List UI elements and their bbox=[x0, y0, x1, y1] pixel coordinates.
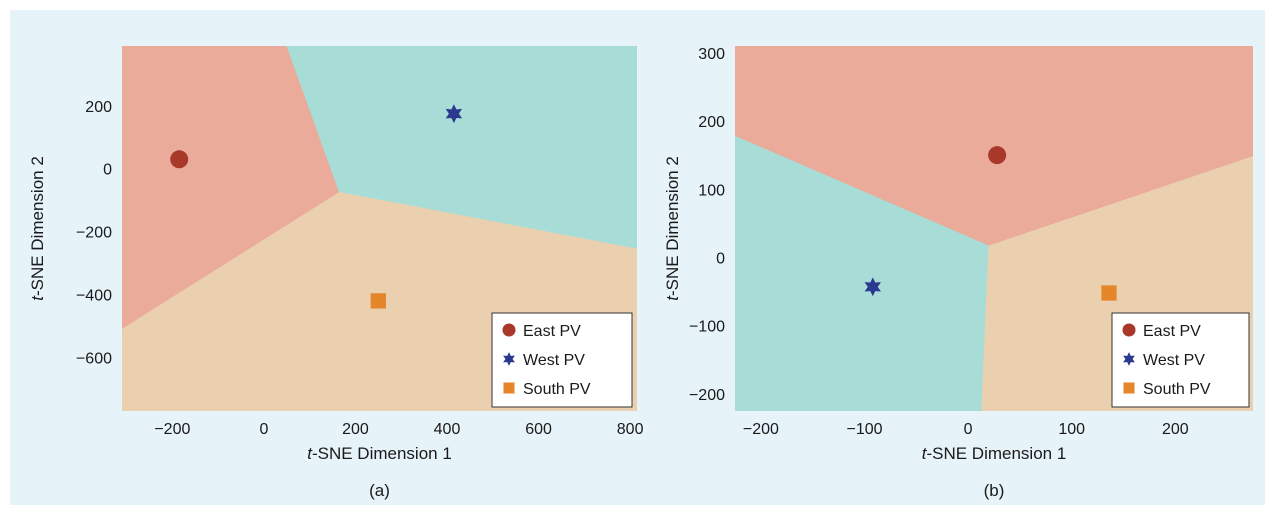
legend-label: West PV bbox=[523, 352, 585, 369]
region-west-pv bbox=[286, 46, 637, 250]
y-axis-label: t-SNE Dimension 2 bbox=[663, 156, 682, 301]
y-tick-label: 200 bbox=[85, 99, 112, 116]
y-tick-label: −600 bbox=[76, 351, 112, 368]
legend-marker-south-pv bbox=[503, 382, 515, 394]
legend-label: West PV bbox=[1143, 352, 1205, 369]
data-point-west-pv bbox=[445, 104, 463, 124]
legend-marker-west-pv bbox=[503, 352, 515, 366]
legend-label: South PV bbox=[1143, 381, 1211, 398]
y-tick-label: −200 bbox=[689, 387, 725, 404]
data-point-east-pv bbox=[988, 146, 1007, 165]
panel-label: (a) bbox=[369, 481, 390, 500]
decision-regions bbox=[735, 46, 1253, 411]
panel-a: −200 0 200 400 600 800 200 0 −200 −400 −600 t-SNE D… bbox=[28, 46, 644, 500]
x-tick-label: 600 bbox=[525, 421, 552, 438]
y-tick-label: −200 bbox=[76, 225, 112, 242]
y-tick-label: 100 bbox=[698, 182, 725, 199]
y-tick-label: 0 bbox=[716, 250, 725, 267]
panel-label: (b) bbox=[984, 481, 1005, 500]
y-tick-label: 300 bbox=[698, 46, 725, 63]
data-point-east-pv bbox=[170, 150, 189, 169]
legend-marker-east-pv bbox=[502, 323, 516, 337]
legend-label: South PV bbox=[523, 381, 591, 398]
region-west-pv bbox=[735, 135, 990, 411]
data-point-south-pv bbox=[370, 293, 387, 309]
legend-marker-west-pv bbox=[1123, 352, 1135, 366]
legend-marker-east-pv bbox=[1122, 323, 1136, 337]
legend-label: East PV bbox=[523, 323, 581, 340]
x-tick-label: 0 bbox=[964, 421, 973, 438]
data-point-south-pv bbox=[1101, 285, 1117, 301]
legend: East PV West PV South PV bbox=[1111, 312, 1250, 408]
x-tick-label: 100 bbox=[1058, 421, 1085, 438]
x-tick-label: −200 bbox=[154, 421, 190, 438]
x-tick-label: −200 bbox=[743, 421, 779, 438]
x-tick-label: −100 bbox=[846, 421, 882, 438]
y-tick-label: −100 bbox=[689, 319, 725, 336]
panel-b: −200 −100 0 100 200 300 200 100 0 −100 −200 t-SNE D… bbox=[663, 46, 1253, 500]
x-tick-label: 200 bbox=[1162, 421, 1189, 438]
y-tick-label: 200 bbox=[698, 114, 725, 131]
legend-label: East PV bbox=[1143, 323, 1201, 340]
x-tick-label: 800 bbox=[617, 421, 644, 438]
legend: East PV West PV South PV bbox=[491, 312, 633, 408]
figure-background: −200 0 200 400 600 800 200 0 −200 −400 −600 t-SNE D… bbox=[10, 10, 1265, 505]
legend-marker-south-pv bbox=[1123, 382, 1135, 394]
x-axis-label: t-SNE Dimension 1 bbox=[922, 444, 1067, 463]
chart-svg: −200 0 200 400 600 800 200 0 −200 −400 −600 t-SNE D… bbox=[28, 46, 1253, 500]
x-tick-label: 0 bbox=[259, 421, 268, 438]
y-tick-label: 0 bbox=[103, 162, 112, 179]
data-point-west-pv bbox=[864, 277, 881, 297]
x-tick-label: 200 bbox=[342, 421, 369, 438]
y-axis-label: t-SNE Dimension 2 bbox=[28, 156, 47, 301]
y-tick-label: −400 bbox=[76, 288, 112, 305]
x-axis-label: t-SNE Dimension 1 bbox=[307, 444, 452, 463]
x-tick-label: 400 bbox=[434, 421, 461, 438]
